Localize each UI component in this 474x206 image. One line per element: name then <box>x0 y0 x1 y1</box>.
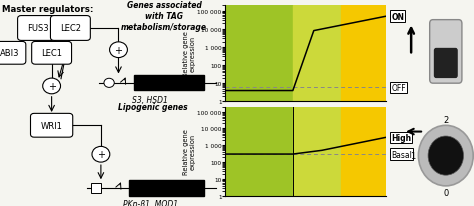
Bar <box>225 6 293 102</box>
Y-axis label: Relative gene
expression: Relative gene expression <box>183 31 196 77</box>
FancyBboxPatch shape <box>0 42 26 65</box>
Text: 0: 0 <box>443 188 448 197</box>
Bar <box>293 107 341 196</box>
FancyBboxPatch shape <box>18 16 57 41</box>
Y-axis label: Relative gene
expression: Relative gene expression <box>183 129 196 174</box>
Circle shape <box>109 43 128 58</box>
Circle shape <box>428 136 464 175</box>
Bar <box>293 6 341 102</box>
Bar <box>91 184 101 193</box>
Text: WRI1: WRI1 <box>41 121 63 130</box>
Text: 1: 1 <box>410 151 415 160</box>
Bar <box>225 107 293 196</box>
Text: FUS3: FUS3 <box>27 24 48 33</box>
Text: LEC2: LEC2 <box>60 24 81 33</box>
Text: OFF: OFF <box>391 83 406 92</box>
Text: Lipogenic genes: Lipogenic genes <box>118 103 187 112</box>
Text: +: + <box>97 150 105 159</box>
Text: LEC1: LEC1 <box>41 49 62 58</box>
Text: ON: ON <box>391 13 404 22</box>
Text: Genes associated
with TAG
metabolism/storage: Genes associated with TAG metabolism/sto… <box>121 1 207 31</box>
Text: 2: 2 <box>443 115 448 124</box>
FancyBboxPatch shape <box>32 42 72 65</box>
FancyBboxPatch shape <box>435 49 457 78</box>
FancyBboxPatch shape <box>429 21 462 84</box>
Text: Master regulators:: Master regulators: <box>2 5 94 14</box>
FancyBboxPatch shape <box>50 16 91 41</box>
Text: +: + <box>115 46 122 55</box>
Text: PKp-β1, MOD1: PKp-β1, MOD1 <box>123 199 178 206</box>
Circle shape <box>104 79 114 88</box>
Bar <box>341 107 386 196</box>
Text: +: + <box>47 82 55 91</box>
Bar <box>341 6 386 102</box>
FancyBboxPatch shape <box>30 114 73 138</box>
Text: S3, HSD1: S3, HSD1 <box>132 96 168 105</box>
Text: High: High <box>391 133 411 142</box>
Bar <box>129 180 204 196</box>
Circle shape <box>43 79 61 94</box>
Bar <box>134 76 204 91</box>
Text: Basal: Basal <box>391 150 412 159</box>
Circle shape <box>92 147 110 162</box>
Text: ABI3: ABI3 <box>0 49 19 58</box>
Circle shape <box>419 126 473 186</box>
